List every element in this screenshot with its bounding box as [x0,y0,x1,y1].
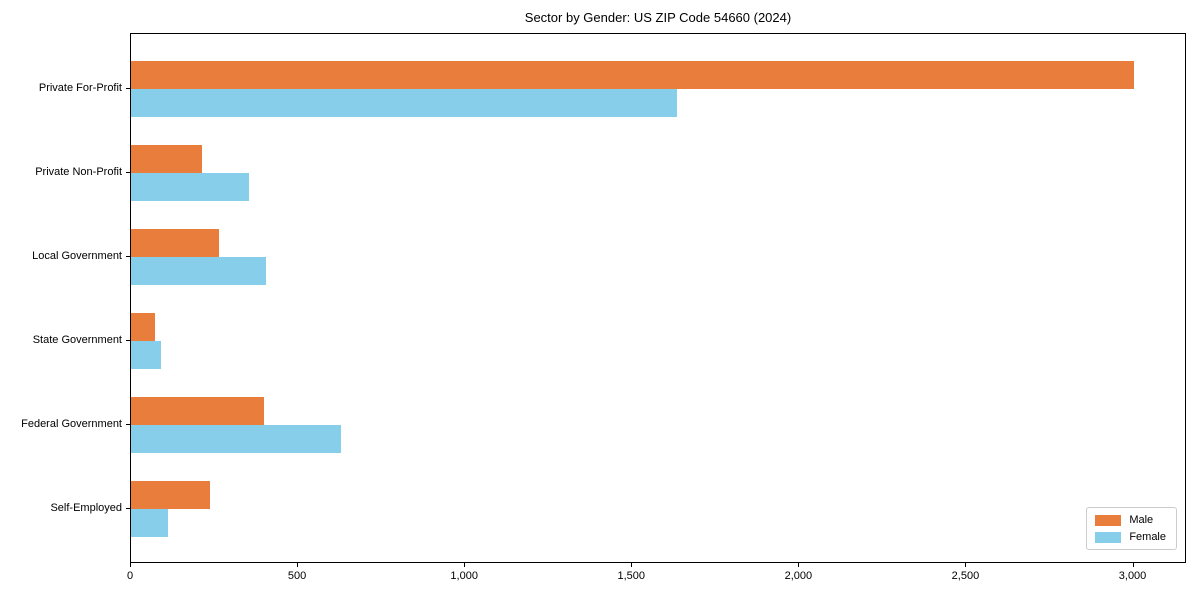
legend-label-female: Female [1129,531,1166,543]
xtick-label-1-500: 1,500 [617,570,646,582]
bar-female-private-non-profit [131,173,249,201]
legend: Male Female [1086,507,1177,550]
bar-male-private-for-profit [131,61,1135,89]
plot-area: Male Female [130,33,1186,563]
xtick-mark-3-000 [1132,563,1134,567]
bar-male-federal-government [131,397,264,425]
xtick-mark-500 [297,563,299,567]
xtick-label-2-000: 2,000 [784,570,813,582]
bar-male-local-government [131,229,219,257]
bar-female-state-government [131,341,162,369]
ytick-label-local-government: Local Government [32,250,122,262]
ytick-mark-private-non-profit [126,172,130,173]
xtick-label-500: 500 [287,570,307,582]
chart-title: Sector by Gender: US ZIP Code 54660 (202… [524,10,792,25]
xtick-mark-1-500 [631,563,633,567]
legend-entry-male: Male [1095,514,1166,526]
bar-female-private-for-profit [131,89,677,117]
xtick-mark-2-000 [798,563,800,567]
xtick-label-2-500: 2,500 [951,570,980,582]
bar-male-private-non-profit [131,145,202,173]
bar-female-self-employed [131,509,169,537]
ytick-label-private-for-profit: Private For-Profit [38,82,122,94]
legend-label-male: Male [1129,514,1154,526]
legend-swatch-male [1095,514,1122,526]
xtick-label-3-000: 3,000 [1118,570,1147,582]
ytick-label-private-non-profit: Private Non-Profit [35,166,122,178]
bar-male-state-government [131,313,155,341]
legend-entry-female: Female [1095,531,1166,543]
bar-female-federal-government [131,425,342,453]
ytick-mark-state-government [126,340,130,341]
bar-male-self-employed [131,481,210,509]
ytick-mark-local-government [126,256,130,257]
ytick-mark-federal-government [126,424,130,425]
ytick-label-state-government: State Government [32,334,122,346]
ytick-mark-self-employed [126,508,130,509]
bar-female-local-government [131,257,266,285]
xtick-mark-0 [130,563,131,567]
xtick-mark-2-500 [965,563,967,567]
xtick-label-1-000: 1,000 [450,570,478,582]
ytick-label-self-employed: Self-Employed [50,502,122,514]
xtick-label-0: 0 [126,570,134,582]
xtick-mark-1-000 [464,563,466,567]
ytick-mark-private-for-profit [126,88,130,89]
ytick-label-federal-government: Federal Government [21,418,122,430]
legend-swatch-female [1095,531,1122,543]
